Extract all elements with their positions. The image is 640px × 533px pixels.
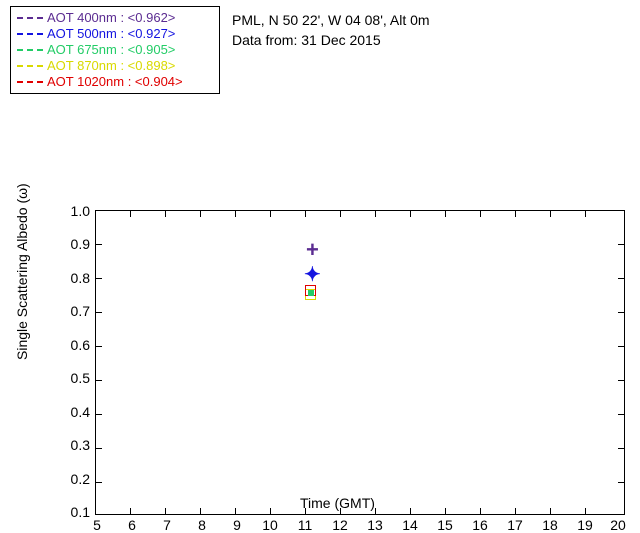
tick-mark-y-right-1.0 [618, 210, 625, 211]
legend-dash-icon-1020nm [17, 81, 43, 83]
tick-mark-y-right-0.5 [618, 380, 625, 381]
legend-label-870nm: AOT 870nm : <0.898> [47, 58, 175, 74]
legend-row-2: AOT 675nm : <0.905> [17, 42, 213, 58]
ytick-label-0.7: 0.7 [55, 303, 90, 319]
xtick-label-6: 6 [122, 517, 142, 533]
xtick-label-9: 9 [227, 517, 247, 533]
legend-label-500nm: AOT 500nm : <0.927> [47, 26, 175, 42]
tick-mark-y-0.2 [95, 482, 102, 483]
xtick-label-7: 7 [157, 517, 177, 533]
tick-mark-y-0.7 [95, 312, 102, 313]
square-marker-675nm-fill[interactable] [308, 290, 314, 296]
ytick-label-0.8: 0.8 [55, 270, 90, 286]
ytick-label-0.9: 0.9 [55, 236, 90, 252]
tick-mark-x-top-14 [410, 210, 411, 217]
tick-mark-y-0.4 [95, 414, 102, 415]
tick-mark-y-right-0.7 [618, 312, 625, 313]
tick-mark-y-right-0.8 [618, 278, 625, 279]
header-line-location: PML, N 50 22', W 04 08', Alt 0m [232, 10, 430, 30]
tick-mark-x-top-15 [445, 210, 446, 217]
tick-mark-y-right-0.3 [618, 448, 625, 449]
tick-mark-x-top-10 [270, 210, 271, 217]
legend-row-4: AOT 1020nm : <0.904> [17, 74, 213, 90]
tick-mark-x-top-16 [480, 210, 481, 217]
tick-mark-y-0.6 [95, 346, 102, 347]
tick-mark-x-top-19 [585, 210, 586, 217]
header-info: PML, N 50 22', W 04 08', Alt 0m Data fro… [232, 10, 430, 50]
tick-mark-x-top-11 [305, 210, 306, 217]
tick-mark-y-right-0.6 [618, 346, 625, 347]
tick-mark-x-top-13 [375, 210, 376, 217]
xtick-label-19: 19 [575, 517, 595, 533]
xtick-label-5: 5 [87, 517, 107, 533]
y-axis-title: Single Scattering Albedo (ω) [14, 340, 214, 360]
plot-border [95, 210, 625, 515]
tick-mark-x-top-7 [165, 210, 166, 217]
tick-mark-x-top-12 [340, 210, 341, 217]
ytick-label-0.1: 0.1 [55, 504, 90, 520]
data-marker-plus-400nm[interactable]: + [306, 239, 319, 261]
ytick-label-0.4: 0.4 [55, 404, 90, 420]
x-axis-title: Time (GMT) [300, 495, 375, 511]
xtick-label-20: 20 [608, 517, 628, 533]
ytick-label-0.2: 0.2 [55, 471, 90, 487]
tick-mark-x-top-18 [550, 210, 551, 217]
tick-mark-y-0.9 [95, 244, 102, 245]
legend-dash-icon-500nm [17, 33, 43, 35]
tick-mark-x-top-9 [235, 210, 236, 217]
xtick-label-18: 18 [540, 517, 560, 533]
tick-mark-y-right-0.4 [618, 414, 625, 415]
legend-label-400nm: AOT 400nm : <0.962> [47, 10, 175, 26]
xtick-label-8: 8 [192, 517, 212, 533]
xtick-label-16: 16 [470, 517, 490, 533]
ytick-label-0.3: 0.3 [55, 437, 90, 453]
legend-dash-icon-675nm [17, 49, 43, 51]
legend-row-0: AOT 400nm : <0.962> [17, 10, 213, 26]
ytick-label-1.0: 1.0 [55, 203, 90, 219]
legend-dash-icon-400nm [17, 17, 43, 19]
tick-mark-x-top-17 [515, 210, 516, 217]
xtick-label-11: 11 [295, 517, 315, 533]
legend-box: AOT 400nm : <0.962> AOT 500nm : <0.927> … [10, 6, 220, 94]
legend-row-3: AOT 870nm : <0.898> [17, 58, 213, 74]
tick-mark-y-1.0 [95, 210, 102, 211]
data-marker-star-500nm[interactable]: ✦ [304, 265, 321, 285]
tick-mark-y-0.8 [95, 278, 102, 279]
data-marker-square-other-wavelengths[interactable] [305, 287, 316, 298]
ytick-label-0.5: 0.5 [55, 370, 90, 386]
xtick-label-17: 17 [505, 517, 525, 533]
header-line-date: Data from: 31 Dec 2015 [232, 30, 430, 50]
legend-label-1020nm: AOT 1020nm : <0.904> [47, 74, 183, 90]
xtick-label-10: 10 [260, 517, 280, 533]
xtick-label-13: 13 [365, 517, 385, 533]
ytick-label-0.6: 0.6 [55, 337, 90, 353]
legend-label-675nm: AOT 675nm : <0.905> [47, 42, 175, 58]
tick-mark-y-right-0.9 [618, 244, 625, 245]
chart-container: AOT 400nm : <0.962> AOT 500nm : <0.927> … [0, 0, 640, 512]
xtick-label-14: 14 [400, 517, 420, 533]
legend-row-1: AOT 500nm : <0.927> [17, 26, 213, 42]
xtick-label-15: 15 [435, 517, 455, 533]
xtick-label-12: 12 [330, 517, 350, 533]
legend-dash-icon-870nm [17, 65, 43, 67]
tick-mark-x-top-8 [200, 210, 201, 217]
tick-mark-x-top-6 [130, 210, 131, 217]
tick-mark-y-right-0.2 [618, 482, 625, 483]
tick-mark-y-0.5 [95, 380, 102, 381]
tick-mark-y-0.3 [95, 448, 102, 449]
